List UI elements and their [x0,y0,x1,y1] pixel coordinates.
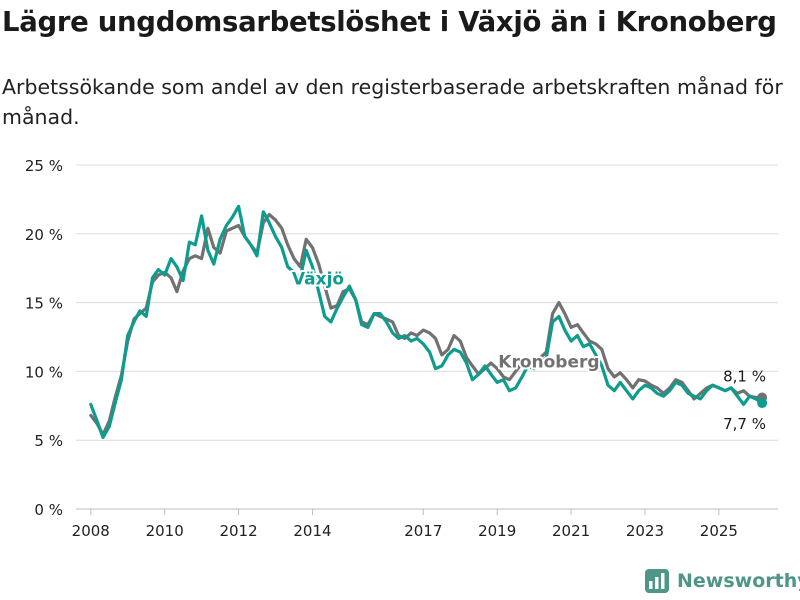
bar-chart-logo-icon [645,569,669,593]
x-tick-label: 2019 [478,522,516,540]
grid-lines [76,164,778,510]
y-axis-ticks: 0 % 5 % 10 % 15 % 20 % 25 % [25,157,63,519]
x-tick-label: 2023 [626,522,664,540]
end-value-label-kronoberg: 8,1 % [723,368,766,386]
series-line-vaxjo [89,204,764,439]
x-tick-label: 2010 [146,522,184,540]
chart-title: Lägre ungdomsarbetslöshet i Växjö än i K… [2,6,777,38]
y-tick-label: 20 % [25,226,63,244]
x-tick-label: 2008 [72,522,110,540]
y-tick-label: 0 % [34,501,63,519]
y-tick-label: 10 % [25,363,63,381]
end-value-label-vaxjo: 7,7 % [723,415,766,433]
x-tick-label: 2021 [552,522,590,540]
end-point-vaxjo [757,398,768,409]
x-tick-label: 2012 [219,522,257,540]
x-tick-label: 2017 [404,522,442,540]
newsworthy-logo[interactable]: Newsworthy [644,568,800,594]
series-labels: 8,1 % Kronoberg 7,7 % Växjö [290,268,766,433]
series-name-label-kronoberg: Kronoberg [498,352,599,372]
y-tick-label: 15 % [25,295,63,313]
brand-name: Newsworthy [677,570,800,592]
x-tick-label: 2014 [293,522,331,540]
x-tick-label: 2025 [700,522,738,540]
chart-subtitle: Arbetssökande som andel av den registerb… [2,75,783,129]
y-tick-label: 5 % [34,432,63,450]
x-axis-ticks: 2008 2010 2012 2014 2017 2019 2021 2023 2025 [72,509,738,540]
series-line-kronoberg [89,212,764,437]
y-tick-label: 25 % [25,157,63,175]
series-name-label-vaxjo: Växjö [292,270,344,290]
series-lines [89,204,768,439]
